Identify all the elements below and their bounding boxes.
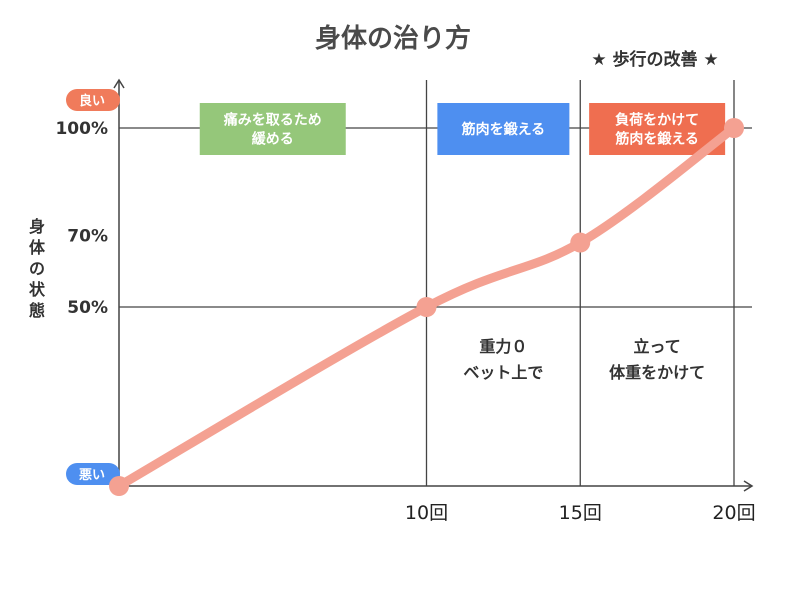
series-layer	[109, 118, 744, 496]
x-tick-labels: 10回 15回 20回	[405, 502, 756, 524]
y-axis-arrow	[113, 78, 125, 89]
phase-box-label: 緩める	[252, 131, 294, 148]
x-tick-label: 10回	[405, 502, 448, 524]
y-tick-label: 70%	[67, 226, 108, 246]
phase-box	[199, 103, 346, 155]
phase-box	[437, 103, 570, 155]
phase-box-label: 負荷をかけて	[615, 112, 699, 129]
y-axis-label-char: 状	[29, 280, 46, 299]
x-tick-label: 15回	[559, 502, 602, 524]
phase-box-label: 筋肉を鍛える	[462, 121, 546, 138]
x-tick-label: 20回	[712, 502, 755, 524]
zone-note-line: 立って	[634, 337, 681, 356]
bottom-scale-label: 悪い	[79, 468, 105, 483]
y-axis-label-char: 身	[29, 217, 45, 236]
y-tick-label: 100%	[55, 119, 108, 139]
y-axis-label-char: 態	[29, 301, 45, 320]
chart-title: 身体の治り方	[315, 23, 471, 54]
zone-note-line: 体重をかけて	[609, 363, 705, 382]
y-tick-label: 50%	[67, 298, 108, 318]
phase-box	[589, 103, 726, 155]
phase-box-label: 筋肉を鍛える	[615, 131, 699, 148]
data-point	[570, 232, 591, 253]
phase-box-label: 痛みを取るため	[223, 112, 322, 129]
series-line	[114, 123, 739, 491]
zone-note-line: 重力０	[479, 337, 527, 356]
y-axis-label-char: 体	[29, 238, 46, 257]
chart-subtitle: ★ 歩行の改善 ★	[591, 49, 718, 70]
data-point	[109, 476, 129, 496]
y-tick-labels: 100% 70% 50%	[55, 119, 108, 318]
data-point	[416, 297, 437, 317]
zone-note-line: ベット上で	[463, 363, 543, 382]
y-axis-label-char: の	[29, 259, 45, 278]
top-scale-label: 良い	[79, 93, 105, 109]
top-scale-pill	[66, 89, 120, 111]
x-axis-arrow	[743, 480, 754, 492]
data-point	[724, 118, 744, 138]
bottom-scale-pill	[66, 463, 120, 485]
axes	[113, 78, 754, 492]
